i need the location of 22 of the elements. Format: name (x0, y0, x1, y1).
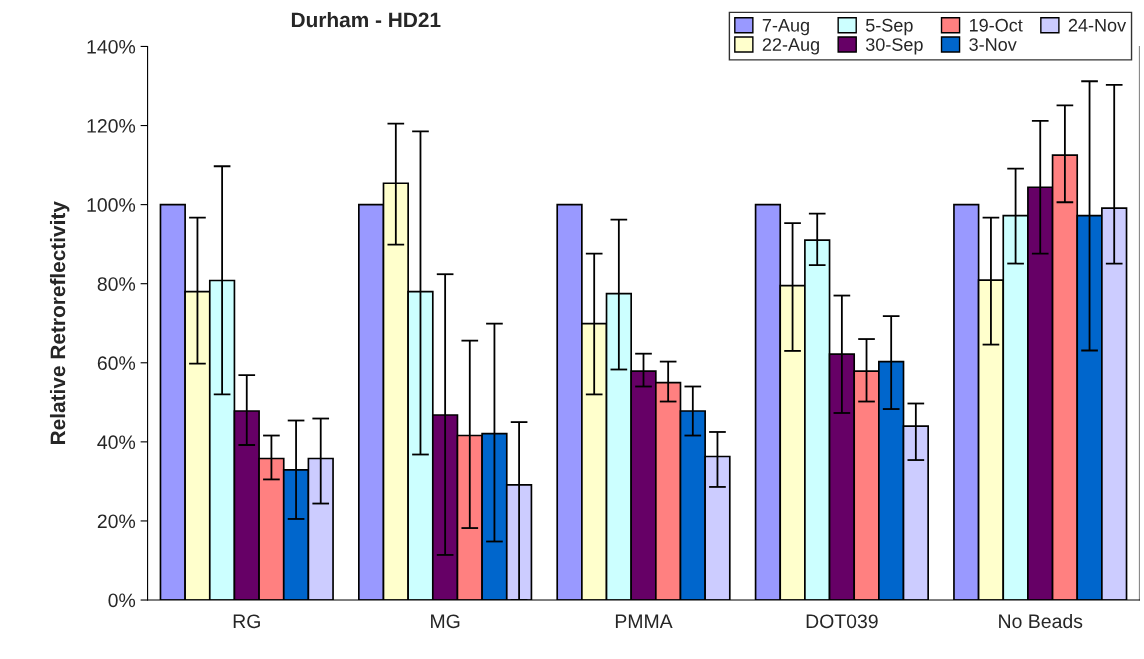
y-tick-label: 20% (97, 514, 136, 529)
y-tick-label: 80% (97, 277, 136, 291)
y-tick-label: 0% (108, 593, 136, 608)
y-tick-label: 120% (87, 119, 136, 133)
y-tick-label: 140% (87, 39, 136, 54)
y-tick-label: 100% (87, 198, 136, 212)
legend-label: 19-Oct (969, 18, 1023, 32)
legend-label: 7-Aug (762, 19, 809, 36)
x-tick-label: No Beads (999, 613, 1083, 629)
x-tick-label: DOT039 (806, 614, 878, 629)
y-axis-title: Relative Retroreflectivity (49, 201, 70, 444)
x-tick-label: RG (233, 614, 260, 629)
chart-title: Durham - HD21 (291, 11, 441, 28)
legend-label: 3-Nov (969, 38, 1017, 51)
x-tick-label: MG (431, 614, 460, 629)
y-tick-label: 40% (97, 435, 136, 450)
legend-label: 24-Nov (1068, 18, 1127, 32)
y-tick-label: 60% (97, 356, 136, 371)
x-tick-label: PMMA (615, 614, 673, 628)
legend-label: 5-Sep (865, 18, 913, 36)
legend-label: 30-Sep (865, 38, 923, 55)
legend-label: 22-Aug (762, 38, 819, 55)
